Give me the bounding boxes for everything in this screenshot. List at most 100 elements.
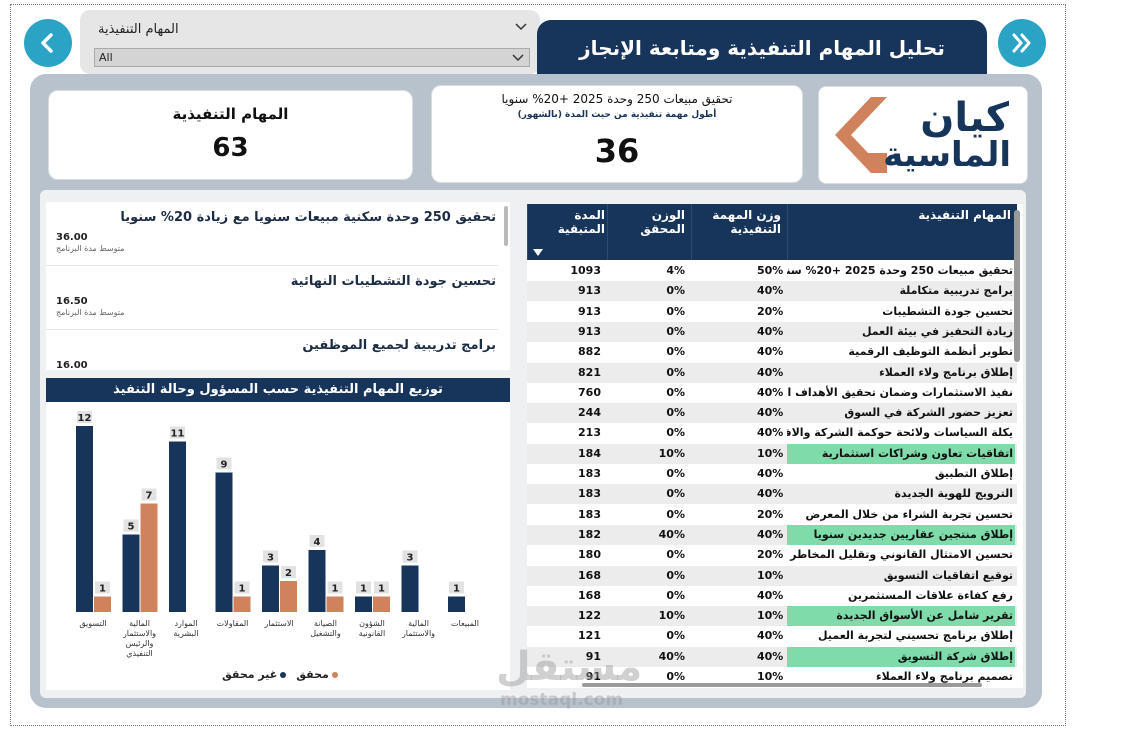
chart-bar[interactable] [140, 503, 158, 613]
chart-bar[interactable] [122, 534, 140, 613]
column-header-achieved[interactable]: الوزن المحقق [607, 204, 691, 260]
chart-bar[interactable] [262, 565, 279, 613]
cell-achieved: 0% [666, 406, 685, 420]
chart-bar[interactable] [94, 596, 111, 613]
cell-remaining: 913 [578, 284, 601, 298]
data-label: 7 [146, 491, 153, 502]
chart-bar[interactable] [169, 441, 186, 613]
x-tick-label: الصيانة [314, 619, 337, 628]
company-logo: كيان الماسية [818, 86, 1028, 184]
table-row[interactable]: إطلاق برنامج ولاء العملاء 40% 0% 821 [527, 362, 1017, 383]
table-row[interactable]: تحسين تجربة الشراء من خلال المعرض 20% 0% 18… [527, 504, 1017, 525]
column-header-task[interactable]: المهام التنفيذية [787, 204, 1017, 260]
cell-achieved: 0% [666, 304, 685, 318]
table-row[interactable]: تعزيز حضور الشركة في السوق 40% 0% 244 [527, 403, 1017, 424]
task-filter-slicer[interactable]: المهام التنفيذية All [80, 10, 540, 74]
table-row[interactable]: تحسين جودة التشطيبات 20% 0% 913 [527, 301, 1017, 322]
chart-bar[interactable] [326, 596, 344, 613]
cell-achieved: 0% [666, 324, 685, 338]
chart-bar[interactable] [280, 581, 297, 612]
cell-task: الترويج للهوية الجديدة [894, 487, 1013, 501]
cell-task: إطلاق شركة التسويق [787, 646, 1015, 667]
table-row[interactable]: رفع كفاءة علاقات المستثمرين 40% 0% 168 [527, 585, 1017, 606]
chart-canvas: 121التسويق57الماليةوالاستثماروالرئيسالتن… [76, 411, 479, 658]
cell-task: برامج تدريبية متكاملة [899, 284, 1013, 298]
chart-bar[interactable] [233, 596, 251, 613]
tasks-table[interactable]: المهام التنفيذية وزن المهمة التنفيذية ال… [527, 204, 1023, 688]
cell-remaining: 821 [578, 365, 601, 379]
chart-bar[interactable] [448, 596, 465, 613]
cell-remaining: 913 [578, 304, 601, 318]
table-row[interactable]: إطلاق التطبيق 40% 0% 183 [527, 464, 1017, 484]
table-row[interactable]: يكلة السياسات ولائحة حوكمة الشركة والافص… [527, 423, 1017, 444]
cell-weight: 40% [757, 426, 784, 440]
chart-bar[interactable] [401, 565, 419, 613]
watermark-text: مستقل [496, 644, 643, 690]
data-label-bg [281, 566, 296, 578]
cell-task: يكلة السياسات ولائحة حوكمة الشركة والافص… [787, 426, 1013, 440]
x-tick-label: والاستثمار [401, 629, 435, 638]
list-item: تحسين جودة التشطيبات النهائية 16.50 متوس… [46, 268, 498, 330]
cell-achieved: 0% [666, 568, 685, 582]
table-horizontal-scrollbar[interactable] [582, 683, 982, 687]
x-tick-label: التنفيذي [126, 649, 152, 658]
chart-bar[interactable] [355, 596, 372, 613]
legend-item[interactable]: غير محقق [222, 668, 287, 681]
cell-weight: 40% [757, 284, 784, 298]
table-vertical-scrollbar[interactable] [1014, 210, 1020, 362]
table-row[interactable]: تصميم برنامج ولاء العملاء 10% 0% 91 [527, 667, 1017, 687]
chart-bar[interactable] [308, 550, 326, 612]
table-row[interactable]: زيادة التحفيز في بيئة العمل 40% 0% 913 [527, 321, 1017, 342]
program-duration-list[interactable]: تحقيق 250 وحدة سكنية مبيعات سنويا مع زيا… [46, 202, 510, 370]
forward-button[interactable] [998, 19, 1046, 67]
cell-weight: 50% [757, 264, 784, 277]
table-row[interactable]: تطوير أنظمة التوظيف الرقمية 40% 0% 882 [527, 342, 1017, 363]
cell-weight: 40% [757, 345, 784, 359]
cell-task: زيادة التحفيز في بيئة العمل [861, 324, 1013, 338]
list-scrollbar[interactable] [504, 206, 508, 246]
table-row[interactable]: تحسين الامتثال القانوني وتقليل المخاطر 20… [527, 545, 1017, 566]
table-row[interactable]: نفيذ الاستثمارات وضمان تحقيق الأهداف الم… [527, 382, 1017, 403]
back-button[interactable] [24, 19, 72, 67]
chart-bar[interactable] [215, 472, 233, 613]
data-label-bg [95, 581, 110, 594]
cell-task: تحقيق مبيعات 250 وحدة 2025 +20% سنويا [787, 264, 1013, 277]
cell-weight: 20% [757, 548, 784, 562]
table-row[interactable]: إطلاق شركة التسويق 40% 40% 91 [527, 646, 1017, 667]
chevron-down-icon[interactable] [514, 22, 528, 32]
cell-task: تحسين جودة التشطيبات [882, 304, 1013, 318]
data-label: 3 [267, 553, 274, 564]
cell-remaining: 213 [578, 426, 601, 440]
column-header-remaining[interactable]: المدة المتبقية [527, 204, 607, 260]
page-title: تحليل المهام التنفيذية ومتابعة الإنجاز [579, 35, 945, 60]
table-row[interactable]: إطلاق منتجين عقاريين جديدين سنويا 40% 40% 1… [527, 524, 1017, 545]
data-label-bg [402, 550, 418, 563]
table-row[interactable]: إطلاق برنامج تحسيني لتجربة العميل 40% 0% 12… [527, 626, 1017, 647]
cell-achieved: 0% [666, 487, 685, 501]
filter-dropdown[interactable]: All [94, 48, 530, 67]
chart-bar[interactable] [373, 596, 390, 613]
table-row[interactable]: الترويج للهوية الجديدة 40% 0% 183 [527, 484, 1017, 505]
watermark-url: mostaql.com [500, 690, 624, 710]
cell-remaining: 244 [578, 406, 601, 420]
cell-task: إطلاق التطبيق [934, 467, 1013, 480]
legend-item[interactable]: محقق [296, 668, 338, 681]
cell-weight: 10% [757, 446, 784, 460]
x-tick-label: القانونية [359, 629, 385, 638]
cell-remaining: 91 [585, 649, 601, 663]
table-row[interactable]: تقرير شامل عن الأسواق الجديدة 10% 10% 122 [527, 606, 1017, 627]
cell-task: رفع كفاءة علاقات المستثمرين [847, 588, 1013, 602]
table-row[interactable]: اتفاقيات تعاون وشراكات استثمارية 10% 10% 18… [527, 443, 1017, 464]
cell-task: إطلاق برنامج تحسيني لتجربة العميل [818, 629, 1013, 643]
chart-bar[interactable] [76, 426, 93, 612]
cell-achieved: 0% [666, 385, 685, 399]
cell-weight: 10% [757, 670, 784, 683]
table-row[interactable]: تحقيق مبيعات 250 وحدة 2025 +20% سنويا50%… [527, 261, 1017, 281]
dropdown-arrow-icon[interactable] [511, 53, 525, 63]
table-row[interactable]: برامج تدريبية متكاملة 40% 0% 913 [527, 281, 1017, 302]
cell-task: تعزيز حضور الشركة في السوق [844, 406, 1013, 420]
table-row[interactable]: توقيع اتفاقيات التسويق 10% 0% 168 [527, 565, 1017, 586]
sort-descending-icon[interactable] [533, 249, 543, 257]
data-label-bg [374, 581, 389, 594]
column-header-weight[interactable]: وزن المهمة التنفيذية [691, 204, 787, 260]
